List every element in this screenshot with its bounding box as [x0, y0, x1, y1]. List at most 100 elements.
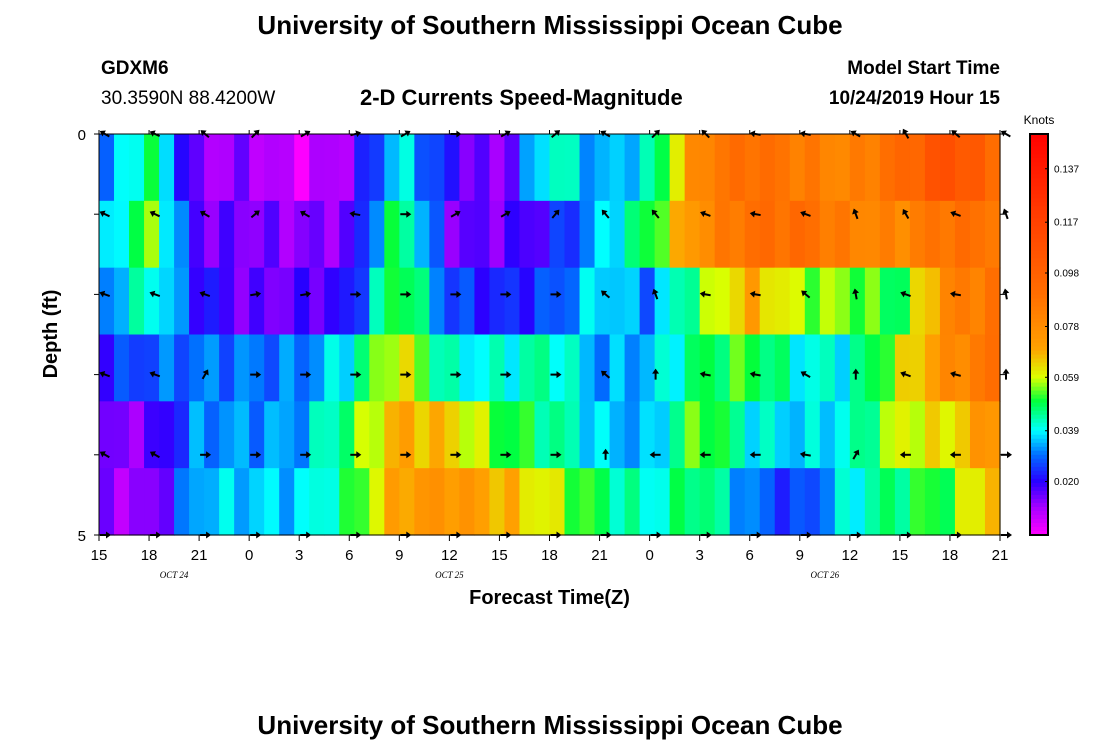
heatmap-cell [204, 401, 220, 469]
heatmap-cell [729, 267, 746, 336]
current-arrow-head [899, 451, 905, 459]
heatmap-cell [279, 334, 295, 402]
heatmap-cell [699, 468, 716, 536]
heatmap-cell [174, 334, 190, 402]
heatmap-cell [249, 134, 265, 202]
heatmap-cell [804, 468, 821, 536]
current-arrow-head [206, 451, 212, 459]
heatmap-cell [159, 468, 175, 536]
heatmap-cell [444, 200, 460, 269]
colorbar-segment [1030, 266, 1048, 271]
current-arrow [949, 451, 961, 459]
colorbar-segment [1030, 202, 1048, 207]
station-coords: 30.3590N 88.4200W [101, 88, 276, 109]
current-arrow-head [506, 451, 512, 459]
page-title: University of Southern Mississippi Ocean… [257, 10, 843, 40]
heatmap-cell [459, 200, 476, 269]
heatmap-cell [354, 134, 370, 202]
current-arrow-head [801, 290, 808, 297]
heatmap-cell [684, 267, 701, 336]
heatmap-cell [759, 401, 776, 469]
heatmap-cell [669, 134, 686, 202]
current-arrow-head [200, 130, 207, 137]
heatmap-cell [774, 200, 791, 269]
current-arrow-head [651, 288, 659, 295]
heatmap-cell [924, 401, 941, 469]
heatmap-cell [759, 200, 776, 269]
current-arrow-head [406, 451, 412, 459]
heatmap-cell [234, 267, 250, 336]
heatmap-cell [804, 334, 821, 402]
heatmap-cell [174, 134, 190, 202]
heatmap-cell [759, 134, 776, 202]
heatmap-cell [714, 267, 731, 336]
heatmap-cell [819, 401, 836, 469]
colorbar-frame [1029, 133, 1049, 536]
colorbar-segment [1030, 442, 1048, 448]
heatmap-cell [654, 200, 671, 269]
heatmap-cell [579, 468, 596, 536]
heatmap-cell [384, 468, 400, 536]
x-tick-label: 0 [645, 547, 653, 564]
heatmap-cell [474, 401, 491, 469]
heatmap-cell [504, 200, 521, 269]
colorbar-segment [1030, 222, 1048, 227]
heatmap-cell [474, 134, 491, 202]
heatmap-cell [939, 200, 956, 269]
current-arrow-head [356, 371, 362, 379]
current-arrow-head [852, 288, 860, 295]
current-arrow-head [749, 210, 756, 218]
heatmap-cell [264, 200, 280, 269]
current-arrow [500, 451, 512, 459]
heatmap-cell [639, 468, 656, 536]
heatmap-cell [534, 468, 551, 536]
heatmap-cell [759, 468, 776, 536]
heatmap-cell [579, 134, 596, 202]
heatmap-cell [339, 334, 355, 402]
colorbar-segment [1030, 254, 1048, 259]
current-arrow [899, 451, 911, 459]
heatmap-cell [819, 267, 836, 336]
colorbar-segment [1030, 394, 1048, 400]
heatmap-cell [189, 267, 205, 336]
colorbar-segment [1030, 474, 1048, 480]
colorbar-segment [1030, 526, 1048, 532]
current-arrow-head [406, 210, 412, 218]
heatmap-cell [399, 267, 415, 336]
colorbar-segment [1030, 166, 1048, 171]
heatmap-cell [639, 134, 656, 202]
heatmap-cell [489, 134, 506, 202]
heatmap-cell [579, 267, 596, 336]
heatmap-cell [699, 200, 716, 269]
colorbar-segment [1030, 386, 1048, 392]
colorbar-segment [1030, 198, 1048, 203]
model-start-value: 10/24/2019 Hour 15 [828, 88, 1000, 109]
current-arrow-head [699, 370, 706, 378]
heatmap-cell [804, 200, 821, 269]
heatmap-cell [879, 401, 896, 469]
current-arrow [250, 371, 262, 379]
current-arrow [749, 370, 761, 378]
heatmap-cell [519, 200, 536, 269]
current-arrow [749, 451, 761, 459]
heatmap-cell [759, 267, 776, 336]
heatmap-cell [489, 401, 506, 469]
colorbar-segment [1030, 434, 1048, 440]
heatmap-cell [984, 334, 1001, 402]
current-arrow-head [601, 370, 608, 377]
heatmap-cell [729, 334, 746, 402]
heatmap-cell [864, 401, 881, 469]
colorbar-segment [1030, 174, 1048, 179]
current-arrow-head [649, 451, 655, 459]
colorbar-segment [1030, 146, 1048, 151]
heatmap-cell [144, 267, 160, 336]
heatmap-cell [954, 334, 971, 402]
current-arrow-head [749, 370, 756, 378]
heatmap-cell [99, 401, 115, 469]
heatmap-cell [339, 134, 355, 202]
current-arrow [349, 210, 361, 218]
heatmap-cell [954, 267, 971, 336]
current-arrow [500, 371, 512, 379]
heatmap-cell [459, 401, 476, 469]
x-tick-label: 12 [441, 547, 458, 564]
